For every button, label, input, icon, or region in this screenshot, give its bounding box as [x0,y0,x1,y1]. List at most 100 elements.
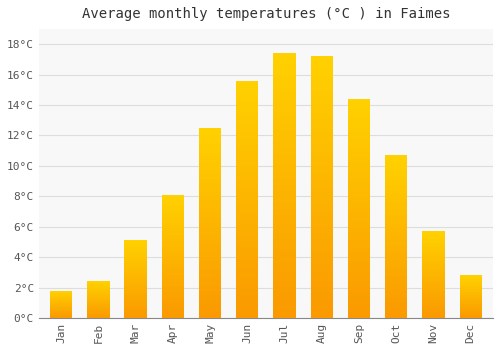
Bar [348,193,370,195]
Bar [422,315,444,316]
Bar [236,157,258,159]
Bar [385,315,407,316]
Bar [274,191,295,194]
Bar [274,268,295,270]
Bar [348,287,370,289]
Bar [199,225,222,227]
Bar [124,294,147,295]
Bar [310,59,333,62]
Bar [236,247,258,249]
Bar [124,279,147,280]
Bar [124,259,147,260]
Bar [385,258,407,259]
Bar [460,288,482,289]
Bar [274,90,295,93]
Bar [124,269,147,270]
Bar [274,212,295,215]
Bar [124,280,147,281]
Bar [460,279,482,280]
Bar [162,309,184,310]
Bar [199,204,222,206]
Bar [460,285,482,286]
Bar [460,308,482,309]
Bar [310,313,333,315]
Bar [199,240,222,242]
Bar [310,138,333,140]
Bar [422,295,444,296]
Bar [199,259,222,261]
Bar [460,276,482,277]
Bar [385,302,407,303]
Bar [348,195,370,197]
Bar [385,303,407,305]
Bar [422,238,444,239]
Bar [310,271,333,273]
Bar [348,200,370,202]
Bar [348,232,370,235]
Bar [199,274,222,276]
Bar [348,314,370,316]
Bar [348,99,370,101]
Bar [274,286,295,289]
Bar [348,246,370,248]
Bar [236,121,258,124]
Bar [422,294,444,295]
Bar [348,235,370,237]
Bar [385,259,407,261]
Bar [385,295,407,297]
Bar [385,246,407,248]
Bar [348,123,370,125]
Bar [385,170,407,172]
Bar [236,171,258,173]
Bar [310,234,333,237]
Bar [162,218,184,219]
Bar [274,249,295,252]
Bar [199,164,222,166]
Bar [162,224,184,226]
Bar [348,309,370,312]
Bar [348,112,370,114]
Bar [236,285,258,287]
Bar [385,181,407,183]
Bar [199,154,222,156]
Bar [385,251,407,253]
Bar [236,282,258,285]
Bar [422,301,444,302]
Bar [162,260,184,261]
Bar [460,309,482,310]
Bar [348,296,370,298]
Bar [460,310,482,311]
Bar [199,265,222,267]
Bar [199,219,222,221]
Bar [274,202,295,204]
Bar [199,253,222,255]
Bar [460,293,482,294]
Bar [199,307,222,308]
Bar [236,311,258,313]
Bar [385,204,407,206]
Bar [385,245,407,246]
Bar [274,188,295,191]
Bar [236,152,258,154]
Bar [385,167,407,168]
Bar [385,261,407,262]
Bar [310,98,333,101]
Bar [310,122,333,124]
Bar [310,289,333,292]
Bar [422,276,444,277]
Bar [199,170,222,172]
Bar [236,116,258,119]
Bar [274,162,295,164]
Bar [348,167,370,169]
Bar [236,183,258,185]
Bar [310,132,333,135]
Bar [385,163,407,165]
Bar [236,97,258,100]
Bar [124,257,147,258]
Bar [199,187,222,189]
Bar [274,101,295,104]
Bar [385,216,407,217]
Bar [422,286,444,287]
Bar [385,285,407,287]
Bar [422,265,444,266]
